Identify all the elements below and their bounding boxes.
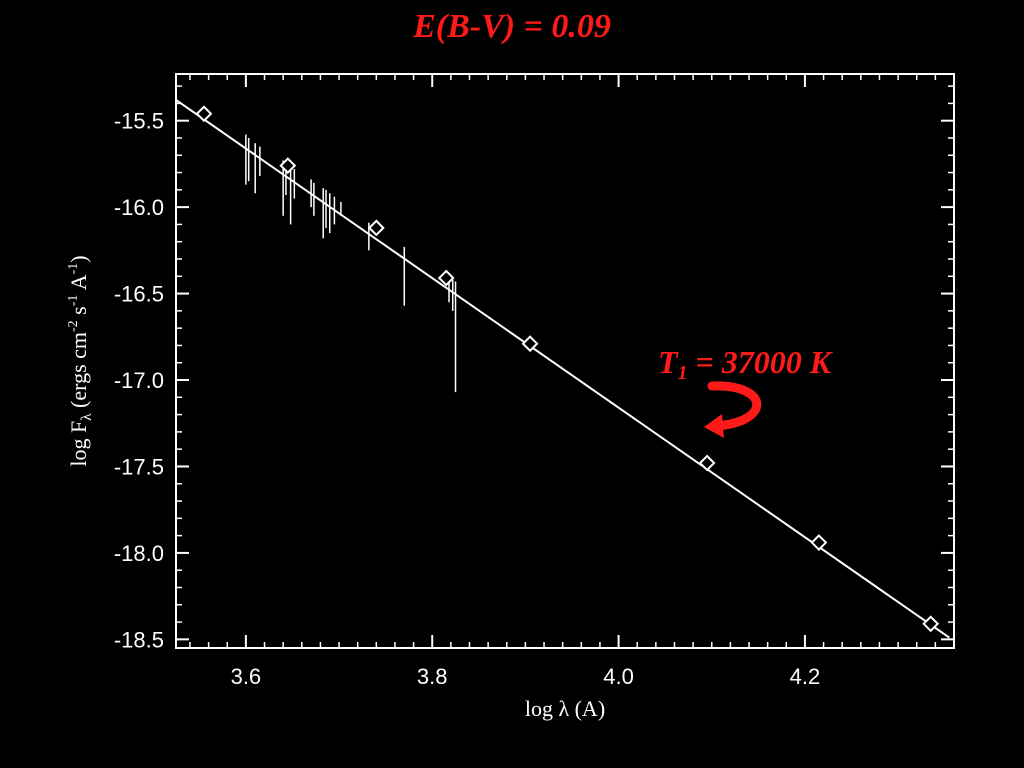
data-point-diamond [437, 269, 455, 287]
x-axis-label: log λ (A) [525, 696, 605, 721]
x-tick-label: 4.2 [790, 664, 821, 689]
x-tick-label: 3.8 [417, 664, 448, 689]
y-tick-label: -16.0 [114, 195, 164, 220]
y-tick-label: -18.0 [114, 541, 164, 566]
data-point-diamond [195, 105, 213, 123]
data-point-diamond [698, 454, 716, 472]
y-tick-label: -17.0 [114, 368, 164, 393]
data-point-diamond [367, 219, 385, 237]
annotation-prefix: T [658, 344, 678, 380]
annotation-value: = 37000 K [687, 344, 832, 380]
data-point-diamond [922, 615, 940, 633]
fit-line [175, 99, 950, 639]
y-axis-label: log Fλ (ergs cm-2 s-1 A-1) [66, 255, 95, 466]
y-tick-label: -16.5 [114, 282, 164, 307]
data-point-diamond [279, 157, 297, 175]
plot-frame [175, 73, 955, 649]
data-markers [195, 105, 940, 633]
x-tick-label: 3.6 [231, 664, 262, 689]
absorption-lines [245, 134, 457, 393]
temperature-annotation: T1 = 37000 K [658, 344, 831, 385]
fit-line-group [175, 99, 950, 639]
data-point-diamond [521, 335, 539, 353]
tick-labels: 3.6 3.8 4.0 4.2 -15.5 -16.0 -16.5 -17.0 -17.5 -18… [114, 109, 820, 689]
chart-title: E(B-V) = 0.09 [413, 8, 611, 45]
curved-arrow-icon [704, 381, 762, 438]
x-tick-label: 4.0 [603, 664, 634, 689]
data-point-diamond [810, 534, 828, 551]
y-tick-label: -18.5 [114, 627, 164, 652]
axis-ticks [176, 74, 955, 648]
y-tick-label: -15.5 [114, 109, 164, 134]
y-tick-label: -17.5 [114, 454, 164, 479]
annotation-subscript: 1 [677, 362, 688, 384]
